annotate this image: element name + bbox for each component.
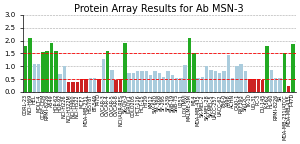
Bar [41, 52, 45, 92]
Bar [128, 73, 131, 92]
Bar [179, 78, 183, 92]
Bar [192, 53, 196, 92]
Bar [153, 71, 157, 92]
Bar [162, 77, 165, 92]
Bar [93, 78, 96, 92]
Bar [175, 78, 178, 92]
Bar [46, 51, 49, 92]
Bar [278, 78, 282, 92]
Bar [140, 71, 144, 92]
Bar [88, 78, 92, 92]
Bar [158, 73, 161, 92]
Bar [58, 74, 62, 92]
Bar [252, 79, 256, 92]
Bar [226, 55, 230, 92]
Bar [84, 79, 88, 92]
Bar [222, 71, 226, 92]
Bar [170, 75, 174, 92]
Bar [218, 73, 221, 92]
Bar [37, 64, 40, 92]
Bar [32, 64, 36, 92]
Bar [291, 44, 295, 92]
Bar [205, 66, 208, 92]
Bar [28, 38, 32, 92]
Bar [119, 79, 122, 92]
Bar [123, 43, 127, 92]
Bar [71, 82, 75, 92]
Bar [231, 78, 234, 92]
Bar [67, 82, 70, 92]
Bar [188, 38, 191, 92]
Bar [283, 53, 286, 92]
Bar [235, 66, 239, 92]
Bar [196, 78, 200, 92]
Bar [24, 46, 27, 92]
Bar [97, 79, 101, 92]
Bar [239, 64, 243, 92]
Bar [80, 79, 83, 92]
Bar [54, 51, 58, 92]
Bar [166, 71, 170, 92]
Bar [201, 77, 204, 92]
Bar [149, 75, 152, 92]
Bar [110, 70, 114, 92]
Bar [183, 65, 187, 92]
Title: Protein Array Results for Ab MSN-3: Protein Array Results for Ab MSN-3 [74, 4, 244, 14]
Bar [209, 70, 213, 92]
Bar [266, 46, 269, 92]
Bar [287, 86, 290, 92]
Bar [257, 79, 260, 92]
Bar [101, 59, 105, 92]
Bar [76, 82, 79, 92]
Bar [145, 71, 148, 92]
Bar [106, 51, 109, 92]
Bar [248, 79, 252, 92]
Bar [115, 80, 118, 92]
Bar [132, 73, 135, 92]
Bar [136, 71, 140, 92]
Bar [63, 66, 66, 92]
Bar [50, 43, 53, 92]
Bar [244, 71, 247, 92]
Bar [270, 70, 273, 92]
Bar [261, 80, 265, 92]
Bar [274, 78, 278, 92]
Bar [214, 71, 217, 92]
